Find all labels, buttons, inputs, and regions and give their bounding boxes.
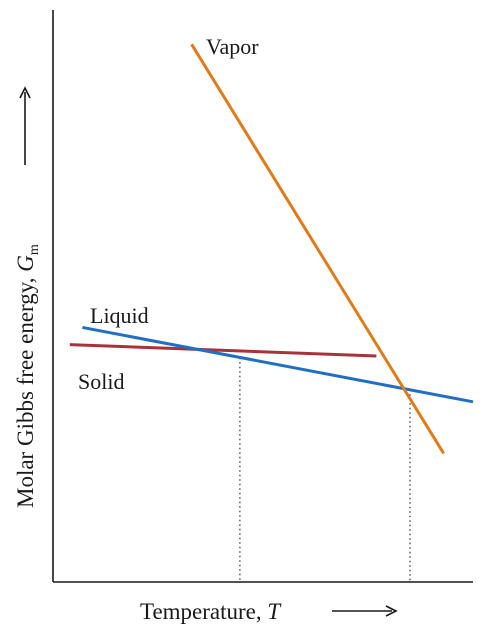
liquid-series-label: Liquid	[90, 303, 149, 328]
vapor-series-label: Vapor	[206, 34, 259, 59]
y-axis-title: Molar Gibbs free energy, Gm	[13, 244, 42, 508]
x-axis-arrow-icon	[332, 605, 398, 617]
vapor-series-line	[190, 43, 445, 455]
y-axis-arrow-icon	[19, 86, 31, 165]
solid-series-label: Solid	[78, 369, 124, 394]
liquid-series-line	[82, 325, 474, 404]
x-axis-title: Temperature, T	[140, 599, 282, 624]
solid-series-line	[69, 343, 377, 358]
